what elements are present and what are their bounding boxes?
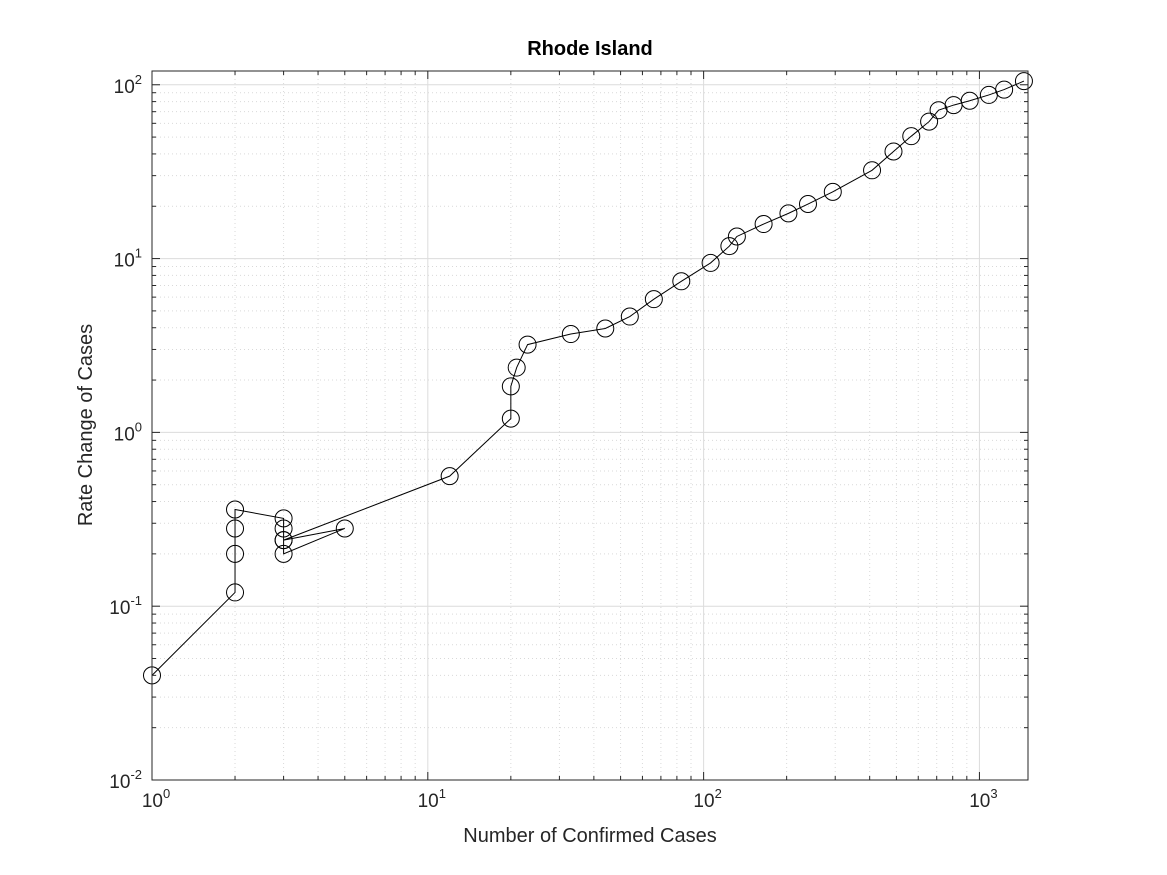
y-tick-label: 10-1 <box>109 593 142 619</box>
data-point <box>823 182 842 201</box>
data-point <box>501 377 520 396</box>
data-point <box>274 509 293 528</box>
data-point <box>1014 72 1033 91</box>
plot-area <box>152 71 1028 780</box>
data-point <box>518 335 537 354</box>
data-point <box>754 215 773 234</box>
y-tick-label: 100 <box>114 419 142 445</box>
series-line <box>151 80 1025 676</box>
x-axis-label: Number of Confirmed Cases <box>463 825 716 847</box>
chart-title: Rhode Island <box>527 38 653 60</box>
data-point <box>701 253 720 272</box>
data-point <box>507 358 526 377</box>
data-point <box>672 272 691 291</box>
x-tick-label: 100 <box>142 786 170 812</box>
x-tick-label: 102 <box>693 786 721 812</box>
axes-box <box>151 70 1029 781</box>
data-point <box>226 500 245 519</box>
data-point <box>863 161 882 180</box>
data-point <box>620 307 639 326</box>
y-axis-label: Rate Change of Cases <box>75 324 97 526</box>
data-point <box>902 127 921 146</box>
data-point <box>274 519 293 538</box>
data-point <box>335 519 354 538</box>
tick-labels: 100 101 102 103 10-2 10-1 100 101 102 <box>109 72 997 812</box>
data-point <box>920 112 939 131</box>
x-tick-label: 101 <box>418 786 446 812</box>
data-point <box>226 519 245 538</box>
data-point <box>226 583 245 602</box>
data-point <box>644 290 663 309</box>
x-tick-label: 103 <box>969 786 997 812</box>
data-point <box>720 237 739 256</box>
data-point <box>779 204 798 223</box>
data-point <box>596 319 615 338</box>
data-point <box>960 91 979 110</box>
data-point <box>995 80 1014 99</box>
axes <box>151 70 1029 781</box>
data-point <box>501 409 520 428</box>
major-grid <box>151 71 1028 781</box>
data-point <box>561 325 580 344</box>
y-tick-label: 102 <box>114 72 142 98</box>
data-point <box>274 531 293 550</box>
data-point <box>226 544 245 563</box>
y-tick-label: 10-2 <box>109 767 142 793</box>
data-point <box>884 142 903 161</box>
data-point <box>727 227 746 246</box>
data-point <box>440 467 459 486</box>
data-point <box>798 195 817 214</box>
data-point <box>274 544 293 563</box>
y-tick-label: 101 <box>114 246 142 272</box>
